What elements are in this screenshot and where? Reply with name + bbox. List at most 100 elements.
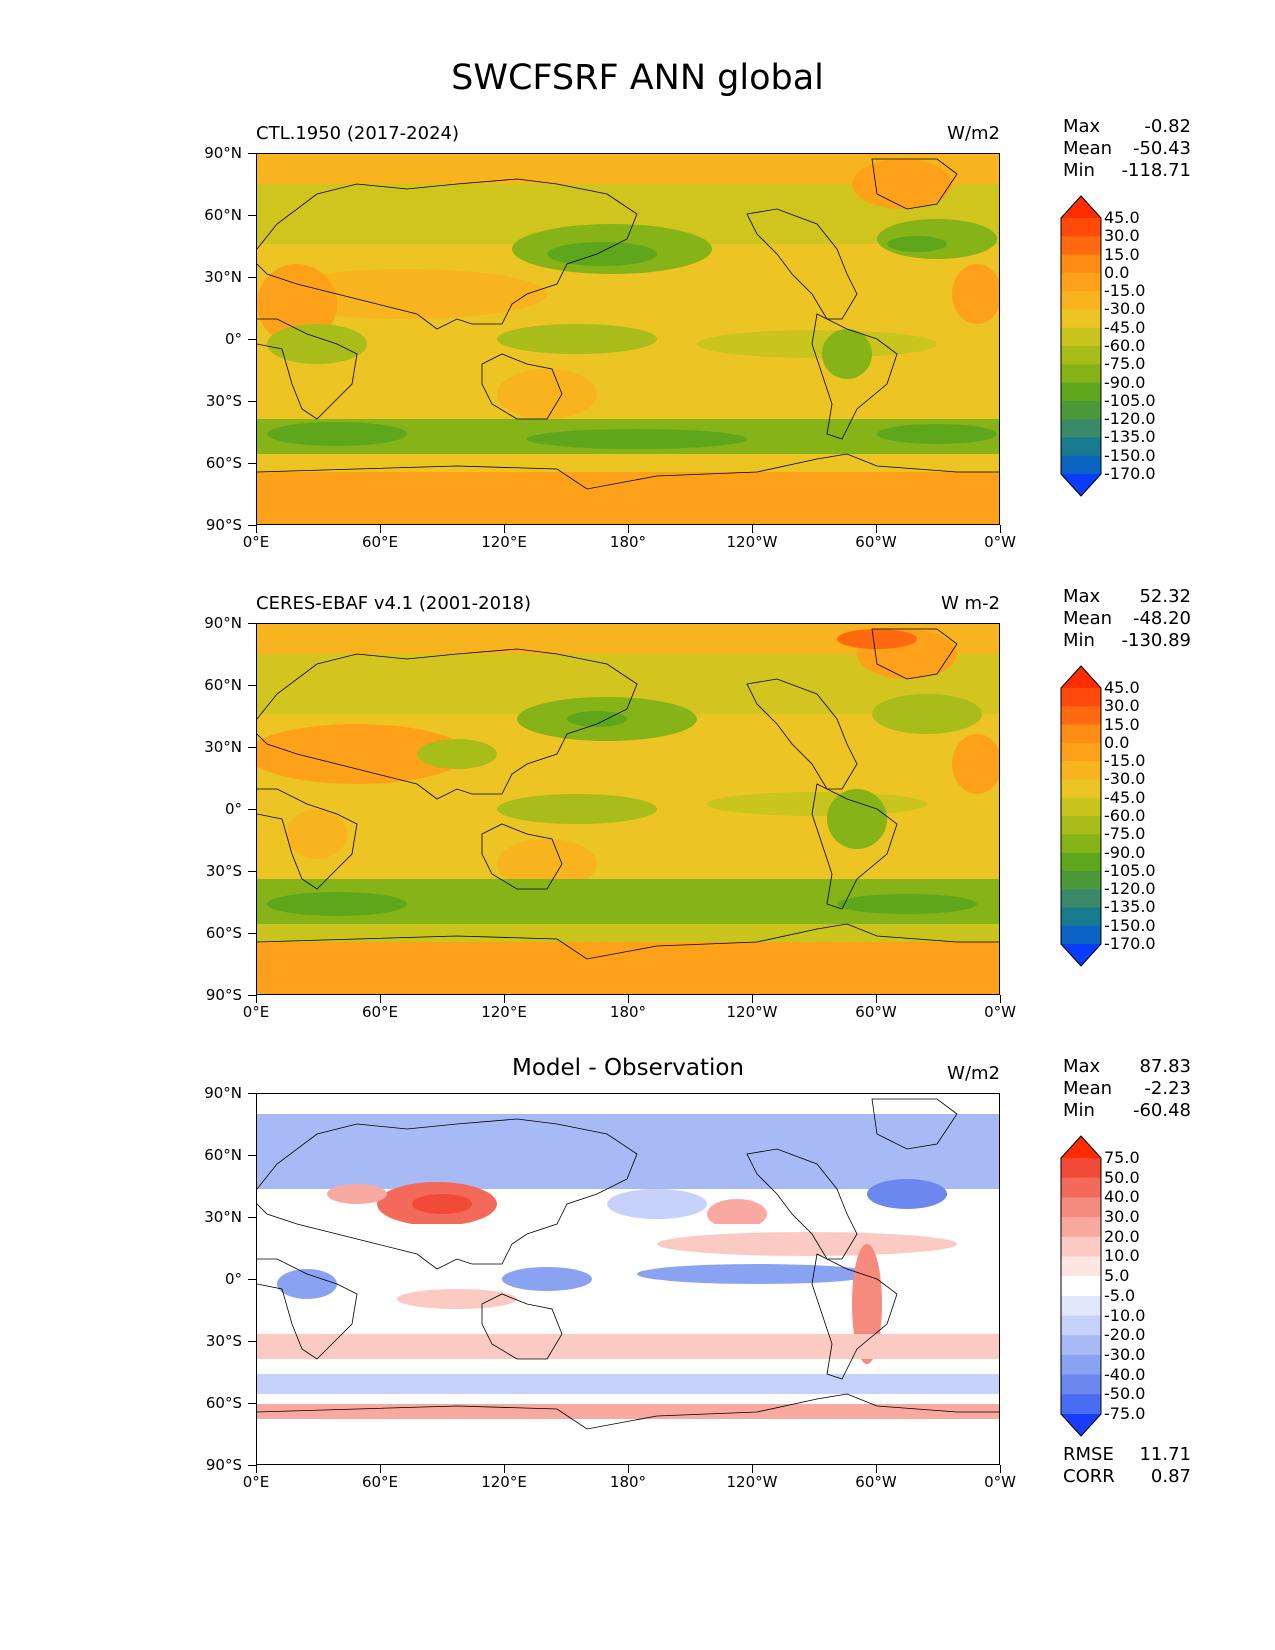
max-label: Max <box>1063 586 1101 607</box>
colorbar-svg <box>1060 195 1102 497</box>
y-tick-label: 60°S <box>205 1394 242 1412</box>
colorbar-level-label: -75.0 <box>1104 824 1146 844</box>
x-tick-label: 180° <box>609 533 647 551</box>
y-tick-label: 30°S <box>205 392 242 410</box>
skill-scores: RMSE 11.71 CORR 0.87 <box>1063 1444 1191 1488</box>
x-tick-label: 60°W <box>855 533 897 551</box>
colorbar-level-label: -135.0 <box>1104 897 1156 917</box>
colorbar-level-label: 5.0 <box>1104 1266 1130 1286</box>
colorbar-level-label: 20.0 <box>1104 1226 1140 1246</box>
colorbar-extend-min <box>1061 944 1101 966</box>
y-tick <box>248 995 256 996</box>
colorbar-level-label: -45.0 <box>1104 787 1146 807</box>
colorbar-level-label: -60.0 <box>1104 806 1146 825</box>
x-tick <box>256 1465 257 1473</box>
min-label: Min <box>1063 630 1095 651</box>
colorbar-segment <box>1061 455 1101 475</box>
map-plot <box>256 153 1000 525</box>
x-tick <box>628 1465 629 1473</box>
y-tick-label: 90°S <box>205 986 242 1004</box>
colorbar-level-label: 45.0 <box>1104 208 1140 227</box>
colorbar-level-label: -40.0 <box>1104 1364 1146 1384</box>
colorbar-segment <box>1061 327 1101 347</box>
panel-title: Model - Observation <box>511 1055 745 1081</box>
x-tick-label: 60°E <box>361 1473 399 1491</box>
colorbar-segment <box>1061 291 1101 310</box>
y-tick <box>248 525 256 526</box>
panel-units: W/m2 <box>947 1063 1000 1084</box>
colorbar-segment <box>1061 1177 1101 1198</box>
x-tick-label: 120°W <box>726 1473 778 1491</box>
min-label: Min <box>1063 160 1095 181</box>
mean-value: -50.43 <box>1132 138 1191 159</box>
colorbar-segment <box>1061 1158 1101 1179</box>
model-field-svg <box>257 154 999 524</box>
y-tick <box>248 1093 256 1094</box>
panel-title: CERES-EBAF v4.1 (2001-2018) <box>256 593 532 614</box>
x-tick-label: 60°E <box>361 533 399 551</box>
min-value: -130.89 <box>1121 630 1191 651</box>
colorbar-segment <box>1061 761 1101 780</box>
y-tick <box>248 153 256 154</box>
y-tick <box>248 401 256 402</box>
colorbar-extend-max <box>1061 666 1101 688</box>
y-tick-label: 30°N <box>204 738 242 756</box>
colorbar-level-label: -90.0 <box>1104 372 1146 392</box>
colorbar-segment <box>1061 907 1101 927</box>
x-tick-label: 0°W <box>984 533 1016 551</box>
max-label: Max <box>1063 1056 1101 1077</box>
colorbar-segment <box>1061 1354 1101 1376</box>
x-tick-label: 0°W <box>984 1003 1016 1021</box>
x-tick-label: 120°W <box>726 1003 778 1021</box>
y-tick <box>248 1279 256 1280</box>
y-tick-label: 30°S <box>205 1332 242 1350</box>
colorbar-segment <box>1061 1197 1101 1218</box>
x-tick <box>380 525 381 533</box>
colorbar-level-label: -60.0 <box>1104 336 1146 355</box>
x-tick-label: 120°W <box>726 533 778 551</box>
y-tick-label: 60°S <box>205 454 242 472</box>
colorbar-level-label: 0.0 <box>1104 732 1130 752</box>
colorbar-extend-min <box>1061 474 1101 496</box>
colorbar-segment <box>1061 706 1101 726</box>
colorbar-level-label: -170.0 <box>1104 934 1156 953</box>
y-tick <box>248 747 256 748</box>
min-value: -118.71 <box>1121 160 1191 181</box>
x-tick-label: 120°E <box>481 1003 527 1021</box>
colorbar-level-label: -75.0 <box>1104 1404 1146 1423</box>
y-tick <box>248 339 256 340</box>
colorbar-outline <box>1060 1135 1102 1437</box>
colorbar-segment <box>1061 1335 1101 1356</box>
colorbar-level-label: -30.0 <box>1104 769 1146 789</box>
colorbar-level-label: 15.0 <box>1104 244 1140 264</box>
colorbar-segment <box>1061 1276 1101 1297</box>
colorbar-svg <box>1060 1135 1102 1437</box>
colorbar-level-label: -30.0 <box>1104 1344 1146 1364</box>
observation-field-svg <box>257 624 999 994</box>
colorbar-level-label: 0.0 <box>1104 262 1130 282</box>
x-tick <box>876 525 877 533</box>
y-tick-label: 90°N <box>204 1084 242 1102</box>
colorbar-segment <box>1061 889 1101 908</box>
max-value: -0.82 <box>1144 116 1191 137</box>
colorbar-segment <box>1061 346 1101 365</box>
y-tick <box>248 685 256 686</box>
colorbar-level-label: 30.0 <box>1104 1207 1140 1227</box>
colorbar-extend-max <box>1061 1136 1101 1158</box>
colorbar-svg <box>1060 665 1102 967</box>
y-tick <box>248 277 256 278</box>
colorbar-segment <box>1061 779 1101 799</box>
x-tick <box>504 995 505 1003</box>
x-tick-label: 120°E <box>481 533 527 551</box>
colorbar-segment <box>1061 218 1101 237</box>
colorbar-segment <box>1061 688 1101 707</box>
colorbar-level-label: -45.0 <box>1104 317 1146 337</box>
y-tick <box>248 1217 256 1218</box>
colorbar-segment <box>1061 419 1101 438</box>
colorbar-extend-min <box>1061 1414 1101 1436</box>
colorbar-level-label: 45.0 <box>1104 678 1140 697</box>
mean-label: Mean <box>1063 608 1113 629</box>
y-tick <box>248 215 256 216</box>
colorbar-segment <box>1061 437 1101 457</box>
x-tick-label: 60°W <box>855 1473 897 1491</box>
